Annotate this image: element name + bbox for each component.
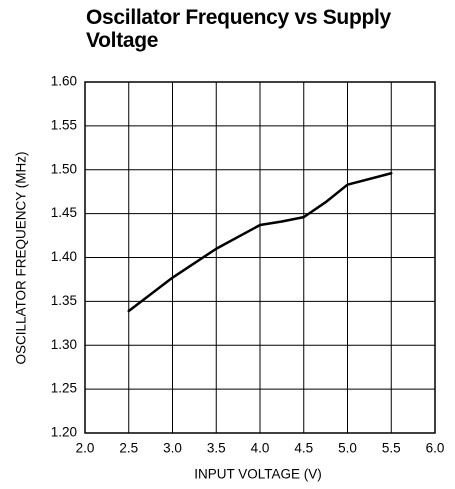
x-tick-label: 5.0 [338, 441, 357, 456]
x-tick-label: 5.5 [382, 441, 401, 456]
x-axis-label: INPUT VOLTAGE (V) [194, 467, 322, 482]
y-tick-label: 1.50 [51, 161, 77, 176]
y-tick-label: 1.40 [51, 249, 77, 264]
chart-title: Oscillator Frequency vs Supply Voltage [86, 6, 391, 52]
x-tick-label: 2.5 [119, 441, 138, 456]
y-tick-label: 1.60 [51, 74, 77, 89]
plot-frame [84, 81, 436, 434]
x-tick-label: 6.0 [426, 441, 445, 456]
y-tick-label: 1.20 [51, 425, 77, 440]
y-tick-label: 1.30 [51, 337, 77, 352]
x-tick-label: 3.5 [207, 441, 226, 456]
y-tick-label: 1.25 [51, 381, 77, 396]
y-axis-label: OSCILLATOR FREQUENCY (MHz) [14, 151, 29, 364]
x-tick-label: 2.0 [76, 441, 95, 456]
data-line [127, 172, 393, 313]
y-tick-label: 1.35 [51, 293, 77, 308]
x-tick-label: 3.0 [163, 441, 182, 456]
x-tick-label: 4.0 [251, 441, 270, 456]
x-tick-label: 4.5 [294, 441, 313, 456]
y-tick-label: 1.55 [51, 117, 77, 132]
y-tick-label: 1.45 [51, 205, 77, 220]
